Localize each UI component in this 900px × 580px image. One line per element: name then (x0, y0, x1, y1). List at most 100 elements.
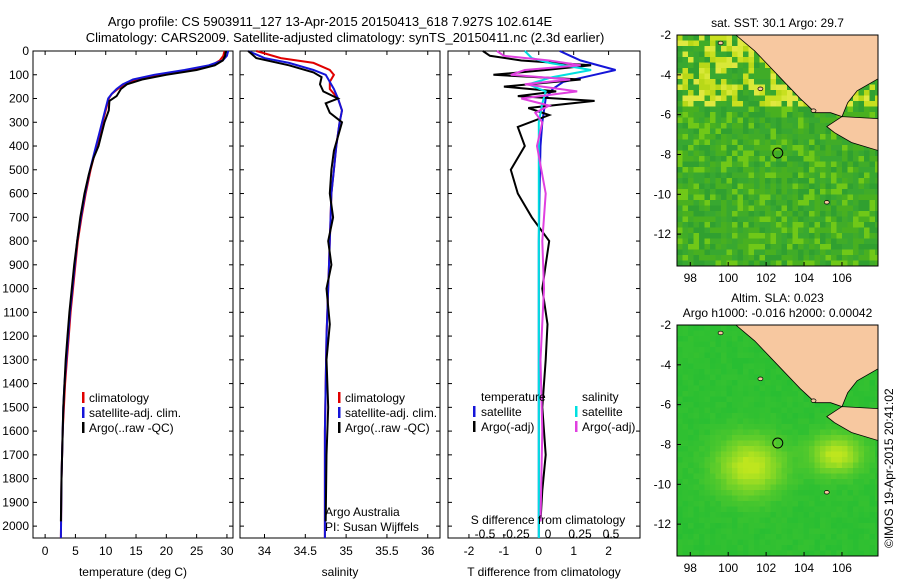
map-cell (743, 123, 749, 129)
map-cell (743, 545, 749, 551)
map-cell (715, 233, 722, 239)
map-cell (765, 172, 771, 179)
map-cell (743, 84, 749, 91)
map-cell (737, 539, 744, 546)
map-cell (759, 446, 766, 452)
map-cell (864, 167, 870, 173)
map-cell (743, 407, 749, 414)
map-cell (836, 451, 843, 458)
map-cell (803, 139, 810, 146)
map-cell (809, 517, 815, 524)
map-cell (693, 178, 700, 184)
map-cell (759, 402, 766, 408)
map-cell (677, 380, 683, 386)
map-cell (858, 150, 865, 157)
map-cell (847, 260, 854, 266)
map-cell (787, 435, 793, 441)
map-cell (864, 506, 870, 513)
map-cell (820, 418, 826, 425)
map-cell (759, 112, 766, 118)
map-cell (710, 550, 716, 556)
map-cell (715, 145, 722, 151)
map-cell (759, 178, 766, 184)
map-cell (710, 325, 716, 331)
map-cell (798, 211, 804, 217)
map-cell (853, 523, 859, 529)
land-java (826, 406, 878, 441)
map-cell (743, 249, 749, 256)
map-cell (710, 189, 716, 195)
map-cell (809, 134, 815, 140)
map-cell (809, 172, 815, 179)
map-cell (699, 473, 705, 480)
map-cell (682, 46, 689, 52)
map-cell (759, 128, 766, 135)
map-cell (842, 495, 848, 502)
map-cell (677, 205, 683, 212)
y-tick-label: 500 (9, 163, 29, 177)
map-cell (737, 347, 744, 353)
map-cell (770, 123, 777, 129)
map-cell (743, 528, 749, 535)
map-cell (710, 46, 716, 52)
map-cell (693, 79, 700, 85)
map-cell (831, 484, 837, 491)
map-cell (677, 523, 683, 529)
map-cell (704, 539, 711, 546)
map-cell (875, 167, 878, 173)
map-cell (814, 233, 821, 239)
map-cell (726, 200, 733, 206)
map-cell (831, 501, 837, 507)
map-cell (776, 424, 782, 430)
map-cell (814, 161, 821, 168)
map-cell (693, 385, 700, 392)
map-cell (726, 128, 733, 135)
map-cell (798, 479, 804, 485)
map-cell (677, 517, 683, 524)
map-cell (864, 216, 870, 223)
map-cell (765, 385, 771, 392)
map-cell (693, 391, 700, 397)
map-cell (693, 550, 700, 556)
map-cell (864, 545, 870, 551)
map-cell (787, 255, 793, 261)
map-cell (699, 490, 705, 496)
map-cell (715, 128, 722, 135)
map-cell (693, 249, 700, 256)
map-cell (721, 46, 727, 52)
map-cell (677, 150, 683, 157)
map-cell (748, 101, 755, 107)
map-cell (759, 534, 766, 540)
map-cell (743, 347, 749, 353)
map-cell (688, 101, 694, 107)
map-y-tick-label: -12 (654, 227, 672, 241)
map-cell (853, 178, 859, 184)
map-cell (704, 123, 711, 129)
map-cell (798, 150, 804, 157)
map-cell (842, 233, 848, 239)
map-cell (809, 117, 815, 124)
x-tick-label: 0 (42, 544, 49, 558)
map-cell (869, 101, 876, 107)
legend-swatch (338, 422, 341, 433)
map-cell (748, 363, 755, 370)
map-cell (787, 429, 793, 436)
map-cell (677, 211, 683, 217)
map-cell (743, 139, 749, 146)
map-cell (875, 468, 878, 474)
map-cell (831, 528, 837, 535)
map-cell (682, 528, 689, 535)
map-cell (693, 117, 700, 124)
map-cell (759, 73, 766, 80)
map-cell (792, 101, 799, 107)
map-cell (748, 418, 755, 425)
map-cell (814, 139, 821, 146)
map-cell (688, 46, 694, 52)
map-cell (770, 255, 777, 261)
map-cell (732, 128, 738, 135)
map-cell (737, 440, 744, 447)
map-cell (721, 330, 727, 337)
map-cell (754, 112, 760, 118)
map-cell (677, 341, 683, 348)
map-y-tick-label: -8 (660, 437, 671, 451)
